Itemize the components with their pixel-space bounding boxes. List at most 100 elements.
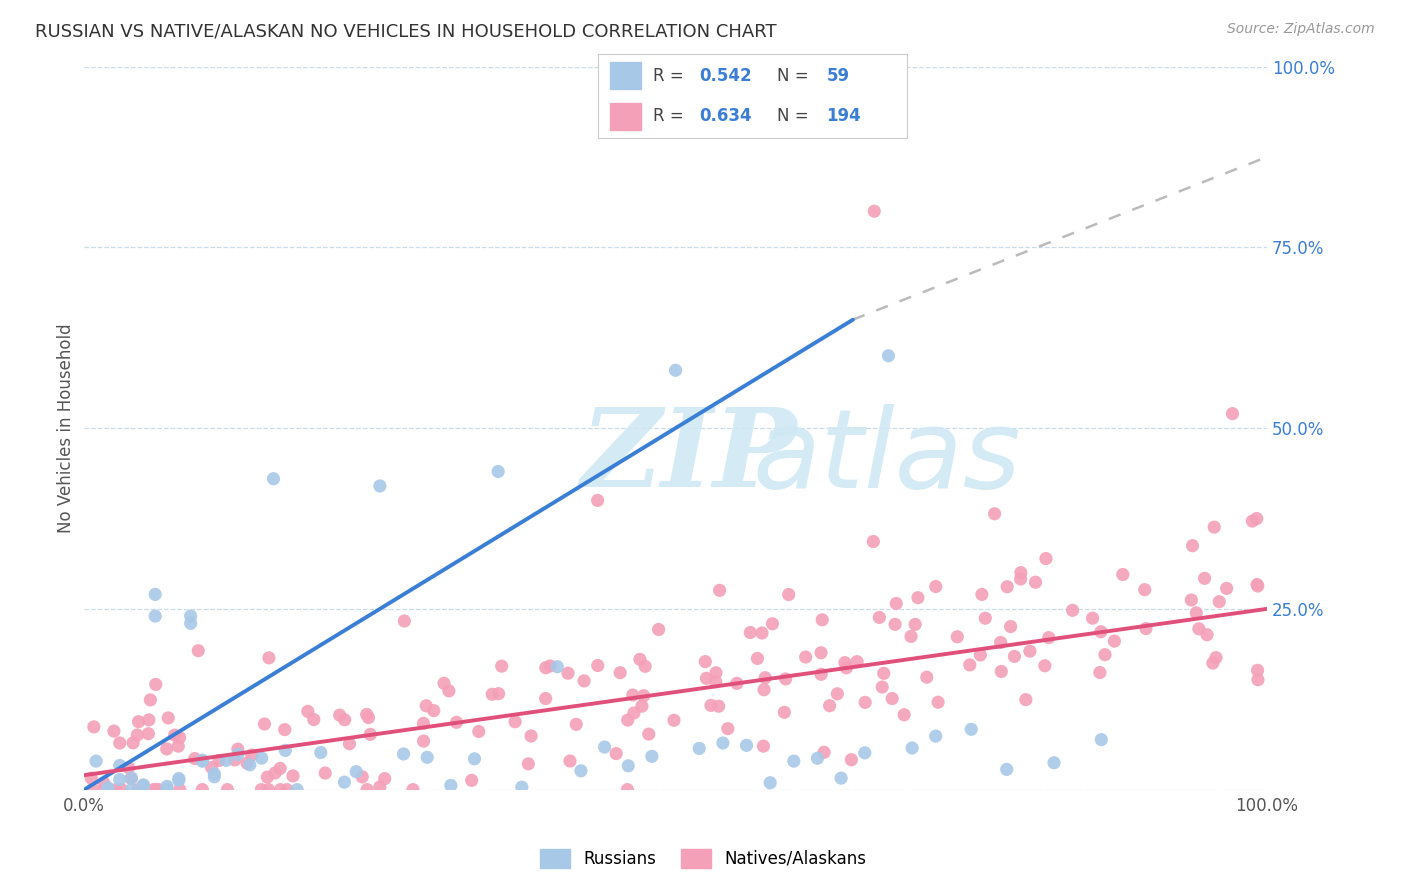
Point (662, 713, 685, 727)
Point (202, 766, 225, 780)
Point (884, 617, 907, 632)
Point (281, 769, 304, 783)
Point (1247, 673, 1270, 687)
Point (1038, 631, 1060, 645)
Point (143, 587, 166, 601)
Point (285, 782, 308, 797)
Point (138, 727, 160, 741)
Point (329, 708, 352, 723)
Point (108, 772, 131, 787)
Point (810, 646, 832, 660)
Point (491, 659, 513, 673)
Point (333, 713, 356, 727)
Point (297, 705, 319, 719)
Point (990, 665, 1012, 679)
Text: R =: R = (654, 107, 689, 125)
Point (412, 734, 434, 748)
Point (127, 728, 149, 742)
Point (572, 673, 595, 688)
Point (813, 745, 835, 759)
Point (503, 714, 526, 729)
Point (93, 782, 115, 797)
Point (309, 746, 332, 760)
Point (546, 659, 568, 673)
Point (517, 756, 540, 771)
Point (1010, 566, 1032, 580)
Point (752, 682, 775, 697)
Point (264, 766, 287, 780)
Point (121, 782, 143, 797)
Point (773, 706, 796, 720)
Point (558, 754, 581, 768)
Point (569, 764, 592, 778)
Point (1222, 407, 1244, 421)
Point (412, 716, 434, 731)
Point (586, 658, 609, 673)
Point (830, 771, 852, 785)
Point (169, 731, 191, 745)
Point (302, 713, 325, 727)
Point (904, 617, 927, 632)
Point (433, 676, 456, 690)
Point (873, 666, 896, 681)
Point (269, 782, 291, 797)
Point (368, 479, 391, 493)
Point (488, 687, 510, 701)
Point (900, 630, 922, 644)
Point (274, 743, 297, 757)
Point (138, 713, 160, 727)
Point (374, 772, 396, 786)
Point (97, 780, 120, 795)
Point (359, 727, 381, 741)
Text: atlas: atlas (752, 403, 1021, 510)
Point (901, 741, 924, 756)
Point (1208, 595, 1230, 609)
Point (156, 782, 179, 797)
Text: N =: N = (778, 107, 814, 125)
Point (356, 707, 378, 722)
Point (215, 753, 238, 767)
Text: 194: 194 (827, 107, 862, 125)
Point (269, 761, 291, 775)
Point (339, 737, 361, 751)
Point (759, 776, 782, 790)
Point (84, 754, 107, 768)
Point (1043, 756, 1066, 770)
Point (257, 650, 280, 665)
Point (870, 680, 893, 694)
Point (93, 776, 115, 790)
Point (157, 711, 180, 725)
Point (700, 698, 723, 713)
Point (128, 714, 150, 729)
Point (481, 687, 503, 701)
Text: N =: N = (778, 67, 814, 85)
Point (250, 782, 273, 797)
Point (415, 698, 437, 713)
Point (262, 472, 284, 486)
Point (616, 713, 638, 727)
Point (356, 782, 378, 797)
Point (1135, 622, 1157, 636)
Point (862, 534, 884, 549)
Point (1241, 514, 1264, 528)
Point (1205, 650, 1227, 665)
Text: 0.542: 0.542 (700, 67, 752, 85)
Point (1015, 692, 1038, 706)
Point (402, 782, 425, 797)
Point (995, 763, 1018, 777)
Point (841, 753, 863, 767)
Point (647, 623, 669, 637)
Point (184, 751, 207, 765)
Point (747, 651, 769, 665)
Point (664, 363, 686, 377)
Point (392, 747, 415, 761)
Point (834, 656, 856, 670)
Point (224, 753, 246, 767)
Point (80, 771, 103, 785)
Point (959, 657, 981, 672)
Point (468, 724, 491, 739)
Point (1090, 624, 1112, 639)
Point (616, 782, 638, 797)
Point (1246, 664, 1268, 678)
Point (437, 684, 460, 698)
